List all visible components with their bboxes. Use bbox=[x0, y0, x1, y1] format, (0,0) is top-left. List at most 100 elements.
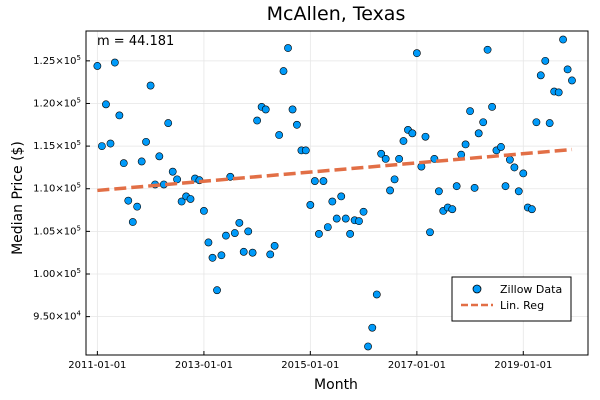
data-point bbox=[510, 163, 519, 172]
y-tick-label: 1.15×105 bbox=[33, 139, 81, 152]
x-tick-label: 2017-01-01 bbox=[388, 360, 446, 371]
data-point bbox=[359, 207, 368, 216]
data-point bbox=[284, 44, 292, 52]
data-point bbox=[514, 187, 523, 196]
data-point bbox=[390, 175, 399, 184]
data-point bbox=[93, 62, 102, 70]
data-point bbox=[368, 323, 377, 332]
data-point bbox=[200, 207, 208, 215]
data-point bbox=[426, 228, 434, 237]
data-point bbox=[102, 100, 110, 109]
y-tick-label: 1.10×105 bbox=[33, 182, 81, 195]
data-point bbox=[133, 202, 142, 211]
slope-annotation: m = 44.181 bbox=[97, 34, 174, 49]
data-point bbox=[332, 214, 341, 223]
data-point bbox=[559, 35, 567, 44]
data-point bbox=[142, 137, 150, 146]
x-axis-label: Month bbox=[314, 377, 358, 393]
data-point bbox=[137, 157, 146, 166]
legend-label-lin-reg: Lin. Reg bbox=[500, 299, 544, 312]
data-point bbox=[554, 88, 563, 97]
y-tick-label: 1.20×105 bbox=[33, 96, 81, 109]
data-point bbox=[115, 111, 124, 120]
data-point bbox=[319, 177, 328, 185]
data-point bbox=[479, 118, 488, 127]
data-point bbox=[323, 223, 332, 232]
data-point bbox=[128, 218, 137, 226]
data-point bbox=[372, 290, 381, 299]
data-point bbox=[222, 231, 230, 240]
data-marks bbox=[93, 35, 576, 351]
data-point bbox=[173, 175, 182, 184]
data-point bbox=[97, 142, 106, 151]
data-point bbox=[301, 146, 310, 155]
data-point bbox=[310, 177, 319, 185]
data-point bbox=[244, 227, 253, 236]
data-point bbox=[474, 129, 483, 138]
data-point bbox=[239, 247, 248, 256]
data-point bbox=[204, 238, 213, 247]
data-point bbox=[266, 250, 275, 259]
data-point bbox=[306, 201, 315, 209]
x-axis: 2011-01-01 2013-01-01 2015-01-01 2017-01-01… bbox=[68, 351, 552, 371]
data-point bbox=[497, 143, 505, 151]
data-point bbox=[488, 102, 496, 111]
data-point bbox=[519, 169, 528, 178]
y-axis-label: Median Price ($) bbox=[10, 141, 26, 255]
x-tick-label: 2015-01-01 bbox=[281, 360, 339, 371]
data-point bbox=[164, 119, 173, 127]
data-point bbox=[421, 132, 430, 141]
data-point bbox=[466, 107, 474, 116]
data-point bbox=[568, 76, 576, 85]
regression-line bbox=[97, 147, 573, 193]
data-point bbox=[270, 241, 279, 250]
data-point bbox=[408, 129, 417, 138]
data-point bbox=[434, 187, 443, 196]
data-point bbox=[253, 116, 262, 125]
data-point bbox=[470, 183, 479, 192]
chart-title: McAllen, Texas bbox=[267, 3, 406, 25]
data-point bbox=[563, 65, 572, 74]
data-point bbox=[293, 120, 301, 129]
legend-box bbox=[451, 276, 572, 322]
data-point bbox=[106, 139, 115, 148]
x-tick-label: 2011-01-01 bbox=[68, 360, 126, 371]
data-point bbox=[168, 167, 177, 176]
data-point bbox=[110, 58, 119, 67]
y-axis: 9.50×104 1.00×105 1.05×105 1.10×105 1.15×105… bbox=[33, 54, 90, 323]
data-point bbox=[341, 214, 350, 223]
y-tick-label: 1.00×105 bbox=[33, 267, 81, 280]
data-point bbox=[155, 152, 164, 161]
y-tick-label: 1.25×105 bbox=[33, 54, 81, 67]
data-point bbox=[355, 217, 363, 226]
data-point bbox=[288, 105, 297, 114]
x-tick-label: 2019-01-01 bbox=[494, 360, 552, 371]
data-point bbox=[177, 197, 186, 206]
legend-label-zillow-data: Zillow Data bbox=[500, 283, 562, 296]
data-point bbox=[248, 248, 257, 257]
data-point bbox=[536, 71, 545, 80]
legend: Zillow Data Lin. Reg bbox=[451, 276, 572, 322]
data-point bbox=[448, 205, 457, 214]
data-point bbox=[275, 131, 284, 139]
data-point bbox=[541, 56, 550, 65]
data-point bbox=[119, 159, 128, 168]
data-point bbox=[386, 186, 394, 195]
data-point bbox=[399, 137, 408, 145]
data-point bbox=[315, 230, 323, 238]
data-point bbox=[261, 105, 270, 114]
x-tick-label: 2013-01-01 bbox=[175, 360, 233, 371]
data-point bbox=[186, 195, 195, 203]
data-point bbox=[346, 230, 355, 238]
data-point bbox=[230, 229, 239, 237]
data-point bbox=[213, 286, 221, 295]
data-point bbox=[461, 140, 470, 149]
data-point bbox=[381, 154, 390, 163]
data-point bbox=[146, 81, 155, 90]
data-point bbox=[483, 45, 492, 54]
data-point bbox=[124, 196, 133, 205]
data-point bbox=[217, 251, 226, 260]
plot-area bbox=[85, 30, 589, 356]
data-point bbox=[501, 182, 510, 191]
